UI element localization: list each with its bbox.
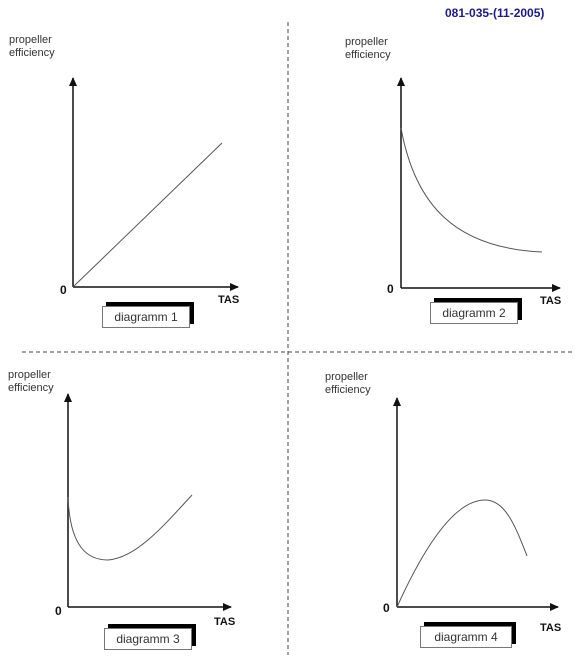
diagram-3-caption: diagramm 3	[104, 624, 196, 650]
diagram-1-origin-label: 0	[60, 283, 67, 297]
diagram-2-y-label: propeller efficiency	[345, 36, 391, 61]
diagram-4-y-label: propeller efficiency	[325, 371, 371, 396]
diagram-1-curve	[72, 142, 223, 288]
diagram-3-caption-text: diagramm 3	[104, 628, 192, 650]
diagram-2-caption-text: diagramm 2	[430, 302, 518, 324]
diagram-3-y-label: propeller efficiency	[8, 369, 54, 394]
diagram-4-axes	[393, 397, 559, 611]
diagram-4-curve	[396, 499, 528, 608]
diagram-3-curve	[67, 494, 193, 561]
diagram-4-origin-label: 0	[383, 601, 390, 615]
diagram-1-axes	[69, 77, 239, 291]
diagram-3-axes	[64, 393, 232, 611]
diagram-2-origin-label: 0	[387, 282, 394, 296]
diagram-2-caption: diagramm 2	[430, 298, 522, 324]
diagram-2-curve	[400, 127, 543, 253]
diagram-4-caption-text: diagramm 4	[420, 626, 512, 648]
diagram-3-x-label: TAS	[214, 616, 236, 628]
diagram-4-caption: diagramm 4	[420, 622, 516, 648]
diagram-1-caption: diagramm 1	[102, 302, 194, 328]
diagram-1-y-label: propeller efficiency	[9, 34, 55, 59]
diagram-3-origin-label: 0	[55, 604, 62, 618]
diagram-1-caption-text: diagramm 1	[102, 306, 190, 328]
diagram-4-x-label: TAS	[540, 622, 562, 634]
diagram-2-axes	[397, 77, 561, 292]
diagram-1-x-label: TAS	[218, 294, 240, 306]
diagram-2-x-label: TAS	[540, 295, 562, 307]
reference-code: 081-035-(11-2005)	[445, 6, 545, 20]
